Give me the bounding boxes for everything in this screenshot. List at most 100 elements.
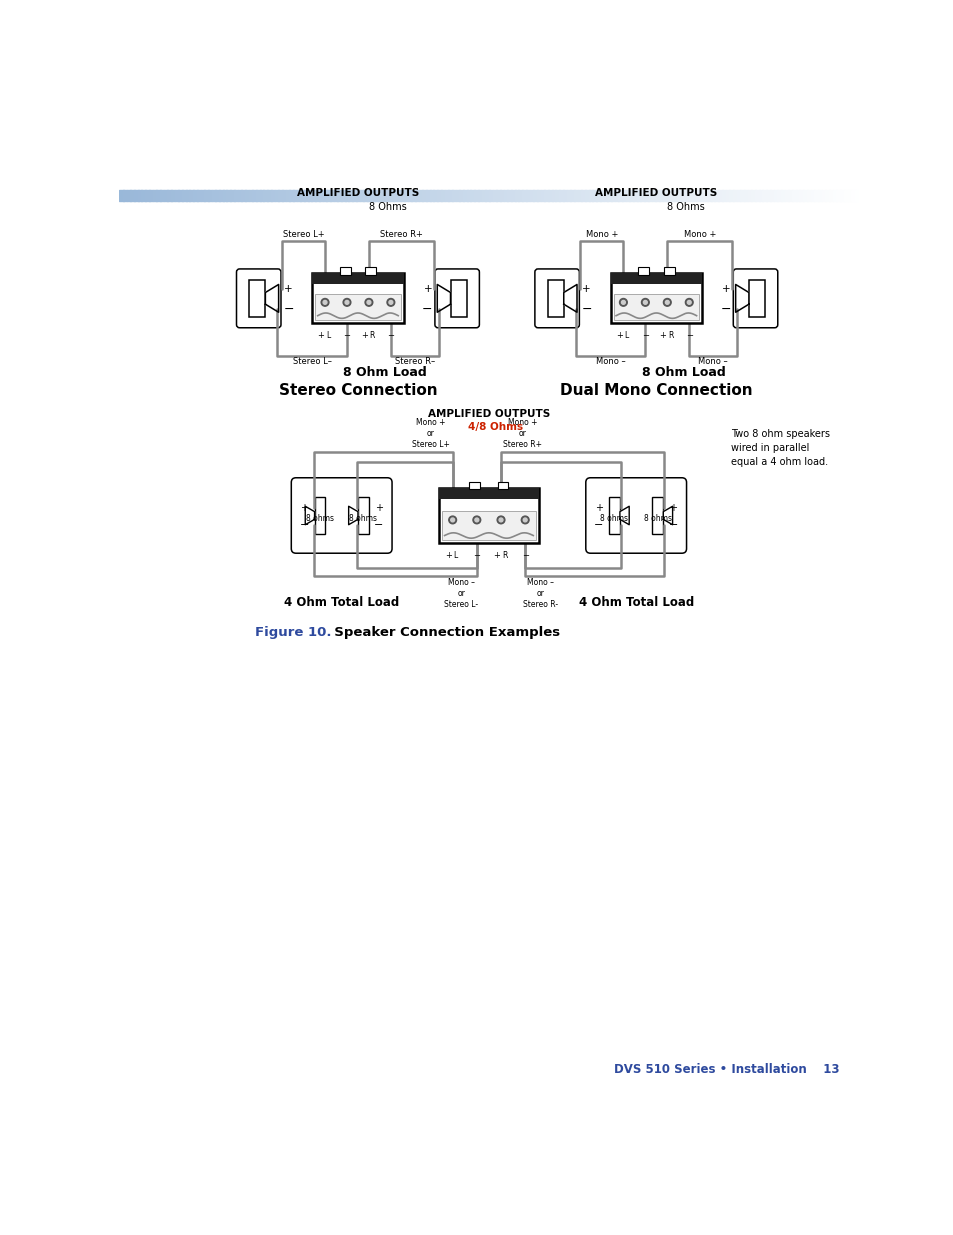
Bar xyxy=(511,190,515,200)
Bar xyxy=(300,190,305,200)
Bar xyxy=(748,280,764,316)
Circle shape xyxy=(497,516,504,524)
Bar xyxy=(208,190,213,200)
Bar xyxy=(614,190,618,200)
FancyBboxPatch shape xyxy=(435,269,479,327)
Bar xyxy=(621,190,626,200)
Circle shape xyxy=(620,300,624,304)
Text: −: − xyxy=(374,520,383,530)
Text: 8 Ohms: 8 Ohms xyxy=(368,203,406,212)
Text: L: L xyxy=(623,331,628,340)
Text: Mono +
or
Stereo R+: Mono + or Stereo R+ xyxy=(502,419,541,450)
Bar xyxy=(724,190,729,200)
Text: +: + xyxy=(423,284,432,294)
Polygon shape xyxy=(348,506,357,525)
Bar xyxy=(828,190,833,200)
Bar xyxy=(438,488,538,499)
Bar xyxy=(389,190,394,200)
Text: 4 Ohm Total Load: 4 Ohm Total Load xyxy=(578,595,693,609)
Text: −: − xyxy=(521,551,528,559)
Text: +: + xyxy=(444,551,452,559)
Circle shape xyxy=(475,517,478,522)
Bar xyxy=(385,190,390,200)
Bar xyxy=(680,190,685,200)
Text: Dual Mono Connection: Dual Mono Connection xyxy=(559,383,752,399)
Text: Figure 10.: Figure 10. xyxy=(254,626,331,638)
Bar xyxy=(688,190,692,200)
Text: +: + xyxy=(615,331,622,340)
Bar xyxy=(665,190,670,200)
Text: Mono –
or
Stereo R-: Mono – or Stereo R- xyxy=(522,578,558,609)
Bar xyxy=(448,190,453,200)
Bar xyxy=(381,190,386,200)
Text: −: − xyxy=(473,551,479,559)
Bar xyxy=(274,190,278,200)
Bar xyxy=(755,190,759,200)
Bar xyxy=(625,190,630,200)
Bar xyxy=(558,190,563,200)
Bar xyxy=(662,190,666,200)
Text: −: − xyxy=(283,303,294,316)
Bar xyxy=(481,190,485,200)
Bar xyxy=(352,190,356,200)
Bar xyxy=(743,190,748,200)
Text: −: − xyxy=(685,331,692,340)
Bar xyxy=(308,190,312,200)
Text: 4 Ohm Total Load: 4 Ohm Total Load xyxy=(284,595,399,609)
Circle shape xyxy=(642,300,646,304)
Text: −: − xyxy=(594,520,603,530)
FancyBboxPatch shape xyxy=(236,269,281,327)
Text: Stereo L+: Stereo L+ xyxy=(282,231,324,240)
Bar xyxy=(322,190,327,200)
Bar xyxy=(813,190,818,200)
Bar xyxy=(659,190,662,200)
Polygon shape xyxy=(305,506,314,525)
Bar xyxy=(551,190,556,200)
Bar xyxy=(230,190,234,200)
Bar xyxy=(540,190,544,200)
Circle shape xyxy=(448,516,456,524)
Bar xyxy=(293,190,297,200)
Bar xyxy=(765,190,770,200)
Bar xyxy=(133,190,138,200)
Bar xyxy=(403,190,408,200)
Bar xyxy=(836,190,840,200)
Text: +: + xyxy=(581,284,590,294)
Bar xyxy=(610,273,701,284)
Bar xyxy=(596,190,600,200)
Bar xyxy=(832,190,837,200)
Text: Mono +: Mono + xyxy=(683,231,715,240)
Bar xyxy=(610,190,615,200)
Bar xyxy=(799,190,803,200)
Bar xyxy=(496,190,500,200)
Bar xyxy=(547,280,563,316)
Text: 8 Ohms: 8 Ohms xyxy=(666,203,704,212)
Bar xyxy=(314,190,319,200)
Bar xyxy=(652,496,662,534)
Circle shape xyxy=(345,300,349,304)
Bar xyxy=(647,190,652,200)
Bar xyxy=(570,190,574,200)
Bar xyxy=(263,190,268,200)
Bar xyxy=(196,190,201,200)
Bar xyxy=(696,190,700,200)
Bar xyxy=(285,190,290,200)
Text: Mono +
or
Stereo L+: Mono + or Stereo L+ xyxy=(412,419,450,450)
FancyBboxPatch shape xyxy=(291,478,392,553)
Bar xyxy=(400,190,404,200)
Bar xyxy=(639,190,644,200)
Text: R: R xyxy=(501,551,507,559)
Bar xyxy=(507,190,512,200)
Bar xyxy=(562,190,567,200)
Bar xyxy=(219,190,223,200)
Bar xyxy=(282,190,286,200)
Bar xyxy=(249,280,265,316)
Bar xyxy=(521,190,526,200)
Bar xyxy=(651,190,656,200)
Bar xyxy=(544,190,548,200)
Bar xyxy=(529,190,534,200)
Bar xyxy=(702,190,707,200)
Bar xyxy=(577,190,581,200)
Bar xyxy=(237,190,242,200)
Text: 8 Ohm Load: 8 Ohm Load xyxy=(641,367,724,379)
